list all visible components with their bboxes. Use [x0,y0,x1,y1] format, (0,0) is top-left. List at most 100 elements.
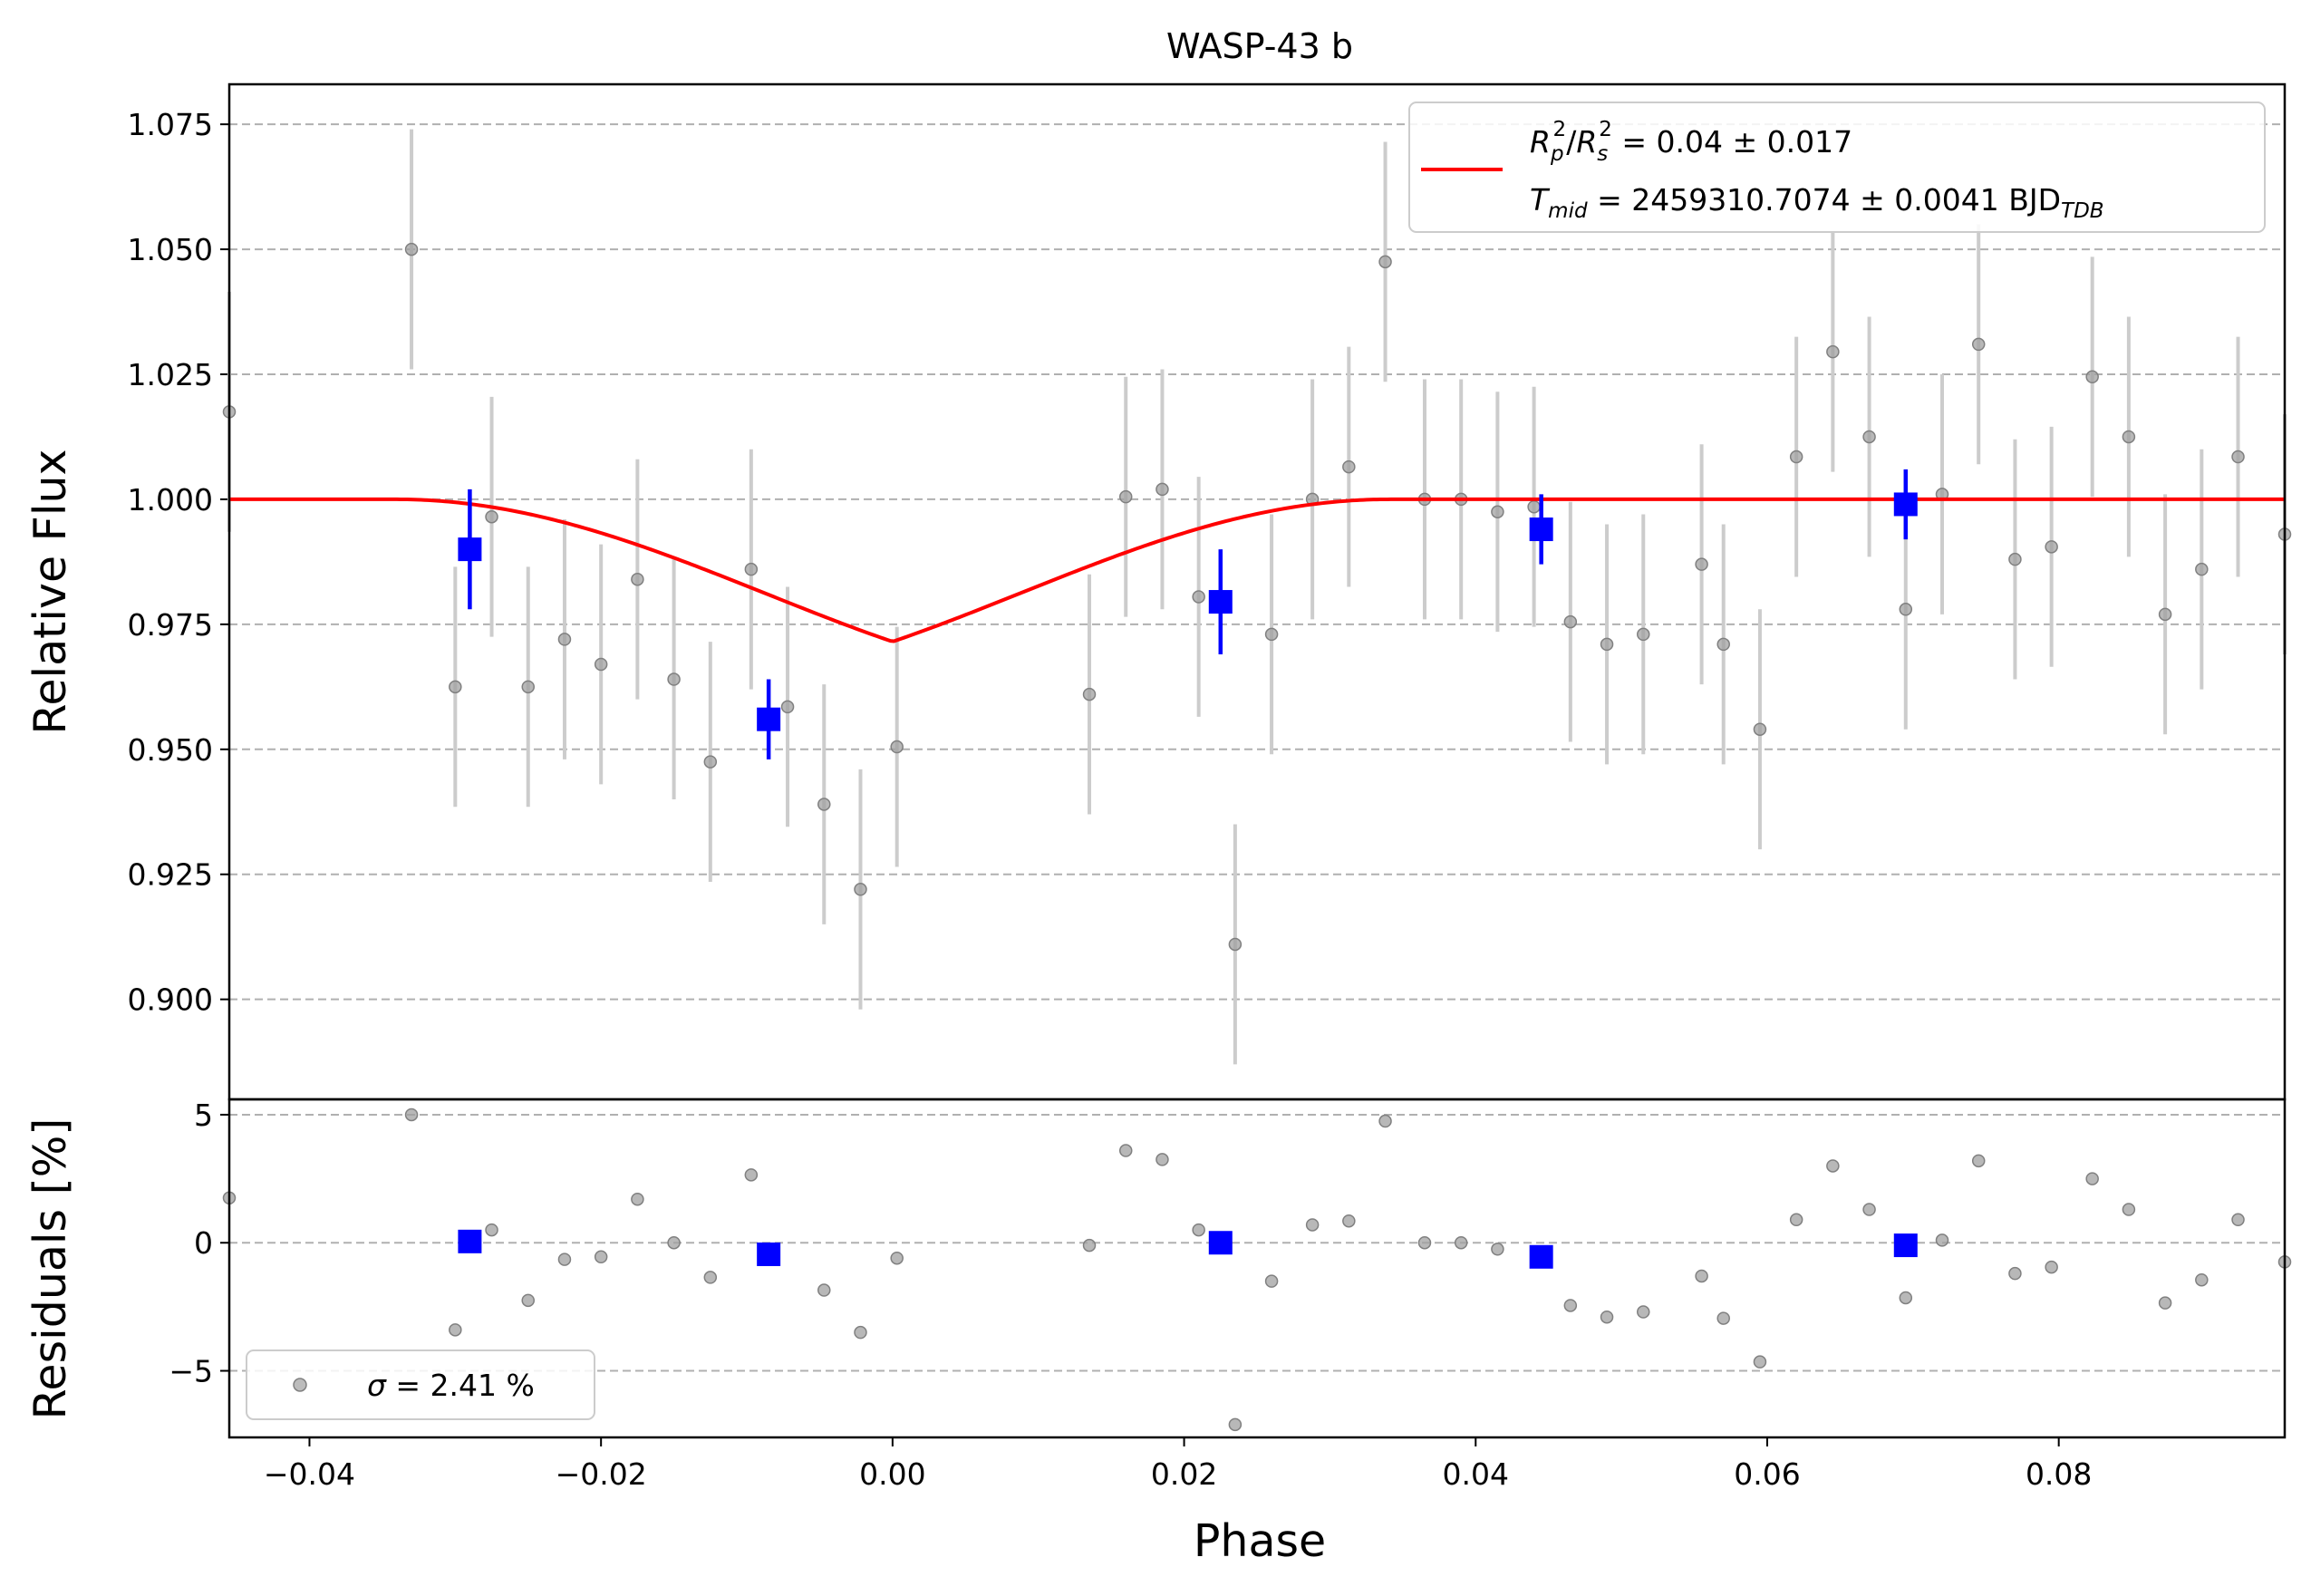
legend-depth-value: = 0.04 ± 0.017 [1612,124,1852,160]
residual-data-point [1454,1235,1468,1250]
flux-binned-point [1529,517,1553,542]
legend-t-sub: mid [1548,199,1588,223]
flux-y-tick-label: 0.950 [128,732,213,768]
residual-binned-points [458,1229,1918,1269]
residual-data-point [1899,1291,1913,1305]
residuals-sigma-label: σ = 2.41 % [367,1368,535,1403]
flux-data-point [557,633,572,646]
flux-data-point [1899,603,1913,616]
legend-tdb-sub: TDB [2061,199,2104,223]
residuals-panel: −5 0 5 σ = 2.41 % Residuals [%] [24,1098,2292,1439]
residual-data-point [744,1168,759,1182]
flux-data-point [594,657,608,672]
flux-y-tick-label: 1.000 [128,482,213,517]
flux-data-point [1378,255,1392,269]
residual-data-point [1826,1159,1840,1173]
legend-tmid-value: = 2459310.7074 ± 0.0041 BJD [1588,182,2061,218]
residual-data-points [222,1108,2292,1432]
residual-data-point [1862,1203,1876,1216]
flux-data-point [1192,590,1205,604]
legend-rs-sub: s [1597,142,1608,166]
flux-binned-points [458,469,1918,759]
residual-data-point [667,1235,681,1250]
residual-data-point [2195,1272,2209,1287]
residual-binned-point [1529,1244,1553,1269]
x-axis-ticks: −0.04 −0.02 0.00 0.02 0.04 0.06 0.08 [264,1437,2092,1492]
flux-data-point [667,672,681,686]
residual-data-point [1264,1274,1279,1288]
flux-data-point [1789,450,1803,464]
flux-data-point [1264,627,1279,642]
flux-data-point [854,883,867,896]
legend-rs-sup: 2 [1599,118,1612,141]
residual-y-ticks: −5 0 5 [169,1098,229,1389]
residual-data-point [449,1323,462,1337]
residual-data-point [2008,1266,2022,1281]
flux-legend-box [1408,102,2266,233]
flux-data-point [703,755,718,769]
residual-binned-point [1208,1231,1233,1255]
flux-data-point [1826,344,1840,359]
residual-data-point [2045,1260,2058,1274]
flux-data-point [1491,505,1504,518]
flux-binned-point [458,537,482,562]
residual-data-point [1753,1355,1767,1369]
flux-panel: 0.900 0.925 0.950 0.975 1.000 1.025 1.050 1.075… [24,82,2292,1101]
residual-data-point [521,1293,535,1308]
x-tick-label: 0.04 [1443,1456,1509,1492]
residual-data-point [1971,1154,1986,1168]
residual-data-point [485,1223,498,1237]
residual-data-point [1491,1243,1504,1256]
flux-data-point [1082,687,1097,701]
residual-data-point [1417,1235,1432,1250]
residual-data-point [2231,1213,2245,1227]
residual-y-tick-label: 0 [194,1225,213,1261]
flux-data-point [817,798,831,811]
flux-binned-point [1893,492,1918,517]
flux-data-point [1637,627,1650,642]
flux-binned-point [1208,590,1233,614]
residual-data-point [1695,1269,1708,1283]
x-tick-label: 0.08 [2026,1456,2092,1492]
flux-data-point [1753,722,1767,736]
residuals-legend-box [246,1349,595,1420]
flux-y-tick-label: 0.900 [128,982,213,1018]
x-axis-label: Phase [1194,1515,1326,1567]
flux-y-tick-label: 0.975 [128,607,213,643]
x-tick-label: −0.02 [556,1456,647,1492]
residual-data-point [703,1271,718,1284]
residual-data-point [1118,1144,1133,1157]
flux-data-point [2008,552,2022,566]
residual-y-tick-label: −5 [169,1354,213,1389]
flux-y-tick-label: 1.050 [128,232,213,267]
legend-mid-time: Tmid = 2459310.7074 ± 0.0041 BJDTDB [1530,182,2104,223]
residual-data-point [2122,1203,2136,1216]
flux-legend: Rp2/Rs2 = 0.04 ± 0.017 Tmid = 2459310.70… [1408,102,2266,233]
residual-data-point [1935,1233,1949,1247]
flux-y-ticks: 0.900 0.925 0.950 0.975 1.000 1.025 1.050 1.075 [128,107,229,1018]
chart-title: WASP-43 b [1166,26,1353,66]
flux-data-point [1716,637,1730,652]
flux-data-point [744,562,759,576]
flux-data-point [1600,637,1614,652]
flux-data-point [1971,337,1986,352]
flux-data-point [404,242,419,256]
flux-data-point [2158,607,2172,622]
flux-data-point [449,680,462,694]
flux-y-tick-label: 1.025 [128,357,213,392]
residual-data-point [1378,1114,1392,1128]
residual-data-point [2085,1172,2099,1185]
residual-binned-point [757,1242,781,1266]
flux-gridlines [229,123,2285,1001]
sigma-value: = 2.41 % [386,1368,535,1403]
flux-data-point [631,572,644,586]
residual-data-point [1342,1214,1356,1228]
flux-data-point [1563,614,1578,629]
residual-data-point [1082,1238,1097,1253]
flux-data-point [485,509,498,524]
residuals-y-axis-label: Residuals [%] [24,1118,76,1420]
flux-data-point [1156,482,1169,497]
residual-data-point [1156,1153,1169,1166]
flux-data-point [1118,489,1133,504]
